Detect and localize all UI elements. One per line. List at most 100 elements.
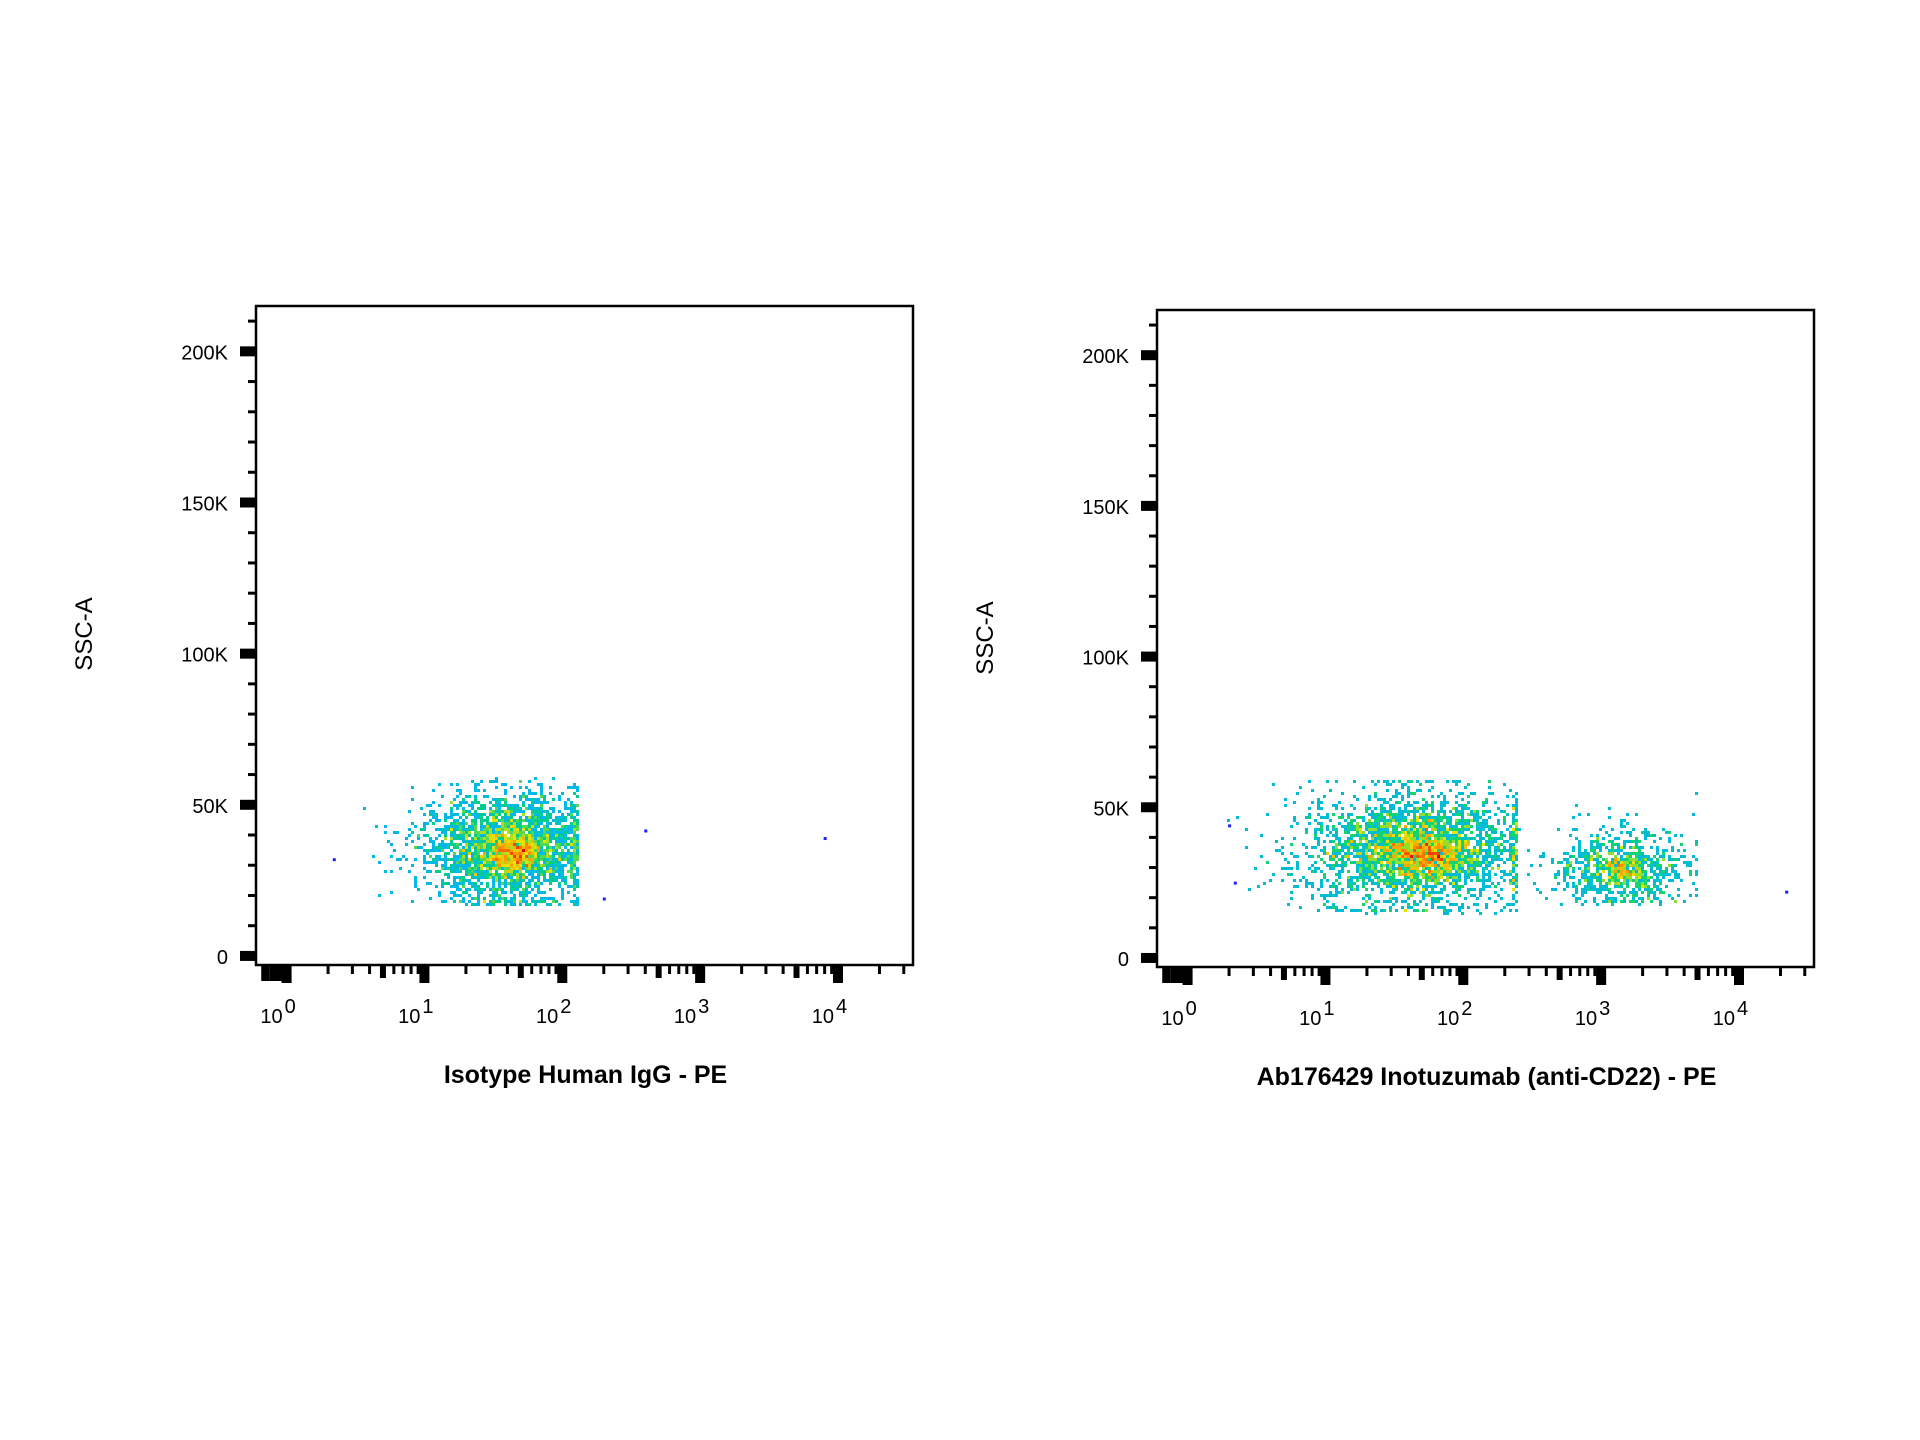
data-point — [459, 861, 462, 864]
data-point — [564, 858, 567, 861]
data-point — [1497, 882, 1500, 885]
data-point — [1635, 837, 1638, 840]
data-point — [531, 816, 534, 819]
data-point — [564, 804, 567, 807]
data-point — [546, 822, 549, 825]
data-point — [558, 846, 561, 849]
data-point — [1383, 870, 1386, 873]
data-point — [573, 819, 576, 822]
data-point — [519, 819, 522, 822]
data-point — [519, 861, 522, 864]
data-point — [459, 855, 462, 858]
data-point — [1599, 864, 1602, 867]
data-point — [1638, 888, 1641, 891]
data-point — [525, 840, 528, 843]
outlier-point — [1233, 881, 1237, 885]
data-point — [1644, 879, 1647, 882]
data-point — [1425, 828, 1428, 831]
data-point — [1641, 858, 1644, 861]
data-point — [1611, 849, 1614, 852]
data-point — [489, 888, 492, 891]
data-point — [1416, 888, 1419, 891]
data-point — [1455, 891, 1458, 894]
data-point — [1410, 837, 1413, 840]
data-point — [531, 864, 534, 867]
data-point — [1470, 879, 1473, 882]
data-point — [516, 873, 519, 876]
data-point — [519, 858, 522, 861]
data-point — [1377, 780, 1380, 783]
data-point — [552, 861, 555, 864]
data-point — [1431, 810, 1434, 813]
data-point — [1554, 876, 1557, 879]
data-point — [1380, 861, 1383, 864]
data-point — [516, 822, 519, 825]
data-point — [1413, 846, 1416, 849]
data-point — [1359, 852, 1362, 855]
data-point — [576, 849, 579, 852]
data-point — [483, 825, 486, 828]
data-point — [1425, 819, 1428, 822]
data-point — [1398, 867, 1401, 870]
data-point — [567, 891, 570, 894]
data-point — [1635, 900, 1638, 903]
data-point — [531, 849, 534, 852]
data-point — [1335, 831, 1338, 834]
data-point — [1458, 840, 1461, 843]
data-point — [492, 846, 495, 849]
data-point — [1575, 837, 1578, 840]
data-point — [1578, 846, 1581, 849]
data-point — [492, 849, 495, 852]
data-point — [543, 798, 546, 801]
data-point — [1509, 870, 1512, 873]
data-point — [519, 879, 522, 882]
data-point — [519, 870, 522, 873]
data-point — [531, 801, 534, 804]
data-point — [528, 867, 531, 870]
data-point — [516, 840, 519, 843]
data-point — [489, 900, 492, 903]
data-point — [1392, 888, 1395, 891]
data-point — [1329, 819, 1332, 822]
data-point — [489, 843, 492, 846]
data-point — [1398, 882, 1401, 885]
data-point — [465, 888, 468, 891]
data-point — [1473, 858, 1476, 861]
data-point — [564, 825, 567, 828]
x-minor-tick — [269, 965, 278, 981]
data-point — [1371, 810, 1374, 813]
data-point — [1452, 828, 1455, 831]
data-point — [489, 858, 492, 861]
data-point — [525, 798, 528, 801]
data-point — [1407, 849, 1410, 852]
data-point — [534, 894, 537, 897]
data-point — [1356, 864, 1359, 867]
data-point — [540, 816, 543, 819]
data-point — [1395, 816, 1398, 819]
data-point — [510, 810, 513, 813]
data-point — [1608, 900, 1611, 903]
data-point — [1596, 837, 1599, 840]
data-point — [1509, 903, 1512, 906]
data-point — [1395, 831, 1398, 834]
data-point — [531, 792, 534, 795]
data-point — [519, 846, 522, 849]
data-point — [1593, 888, 1596, 891]
data-point — [1482, 813, 1485, 816]
data-point — [1362, 897, 1365, 900]
data-point — [1326, 900, 1329, 903]
data-point — [1413, 837, 1416, 840]
data-point — [1461, 840, 1464, 843]
x-tick-exponent: 0 — [1186, 998, 1197, 1020]
data-point — [528, 837, 531, 840]
data-point — [1440, 816, 1443, 819]
data-point — [1506, 804, 1509, 807]
data-point — [522, 828, 525, 831]
data-point — [1455, 903, 1458, 906]
data-point — [1494, 912, 1497, 915]
data-point — [1515, 798, 1518, 801]
data-point — [516, 819, 519, 822]
data-point — [1443, 852, 1446, 855]
data-point — [1479, 825, 1482, 828]
data-point — [480, 876, 483, 879]
